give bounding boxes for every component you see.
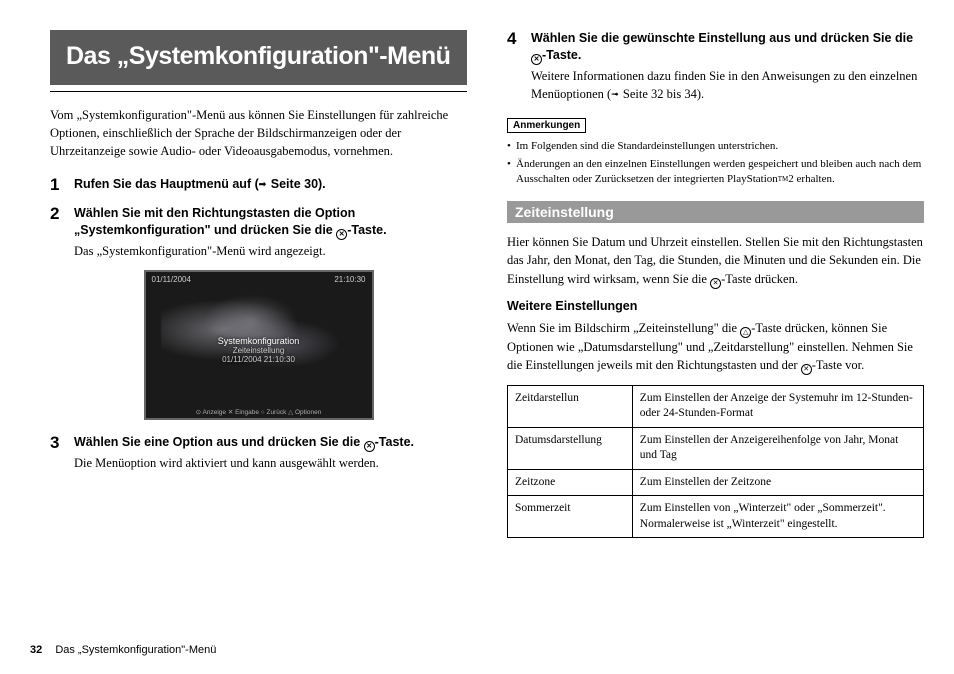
screenshot-label: Systemkonfiguration [218,336,300,346]
note-item: Änderungen an den einzelnen Einstellunge… [507,157,924,188]
step-item: 2 Wählen Sie mit den Richtungstasten die… [50,205,467,260]
tm-symbol: TM [778,175,789,183]
step-number: 2 [50,205,66,260]
section-title: Das „Systemkonfiguration"-Menü [50,30,467,85]
table-cell-key: Zeitdarstellun [508,385,633,427]
subsection-heading: Zeiteinstellung [507,201,924,223]
body-paragraph: Hier können Sie Datum und Uhrzeit einste… [507,233,924,288]
step-title: Wählen Sie eine Option aus und drücken S… [74,434,467,452]
intro-paragraph: Vom „Systemkonfiguration"-Menü aus könne… [50,106,467,160]
x-button-icon: ✕ [336,229,347,240]
step-title: Rufen Sie das Hauptmenü auf (➟ Seite 30)… [74,176,467,193]
step-number: 4 [507,30,523,103]
table-cell-val: Zum Einstellen von „Winterzeit" oder „So… [632,496,923,538]
left-column: Das „Systemkonfiguration"-Menü Vom „Syst… [50,30,467,538]
screenshot-date: 01/11/2004 [152,275,191,284]
screenshot-datetime: 01/11/2004 21:10:30 [222,355,295,364]
note-item: Im Folgenden sind die Standardeinstellun… [507,139,924,154]
screenshot-controls: ⊙ Anzeige ✕ Eingabe ○ Zurück △ Optionen [146,408,372,416]
table-cell-val: Zum Einstellen der Anzeige der Systemuhr… [632,385,923,427]
screenshot-time: 21:10:30 [334,275,365,284]
step-number: 1 [50,176,66,195]
step-item: 4 Wählen Sie die gewünschte Einstellung … [507,30,924,103]
step-description: Das „Systemkonfiguration"-Menü wird ange… [74,242,467,260]
menu-screenshot: 01/11/2004 21:10:30 Systemkonfiguration … [144,270,374,420]
table-row: Zeitzone Zum Einstellen der Zeitzone [508,469,924,496]
step-description: Weitere Informationen dazu finden Sie in… [531,67,924,103]
page-footer: 32 Das „Systemkonfiguration"-Menü [30,644,216,656]
table-cell-key: Datumsdarstellung [508,427,633,469]
notes-label: Anmerkungen [507,118,586,133]
arrow-icon: ➟ [611,88,619,101]
screenshot-sub: Zeiteinstellung [233,346,285,355]
arrow-icon: ➟ [259,178,267,190]
table-row: Sommerzeit Zum Einstellen von „Winterzei… [508,496,924,538]
table-row: Zeitdarstellun Zum Einstellen der Anzeig… [508,385,924,427]
settings-table: Zeitdarstellun Zum Einstellen der Anzeig… [507,385,924,539]
table-cell-val: Zum Einstellen der Anzeigereihenfolge vo… [632,427,923,469]
horizontal-rule [50,91,467,92]
step-title: Wählen Sie mit den Richtungstasten die O… [74,205,467,240]
step-number: 3 [50,434,66,472]
table-cell-key: Sommerzeit [508,496,633,538]
page-number: 32 [30,644,42,656]
step-item: 3 Wählen Sie eine Option aus und drücken… [50,434,467,472]
step-item: 1 Rufen Sie das Hauptmenü auf (➟ Seite 3… [50,176,467,195]
right-column: 4 Wählen Sie die gewünschte Einstellung … [507,30,924,538]
table-row: Datumsdarstellung Zum Einstellen der Anz… [508,427,924,469]
x-button-icon: ✕ [364,441,375,452]
x-button-icon: ✕ [531,54,542,65]
title-text: Das „Systemkonfiguration"-Menü [66,42,451,71]
triangle-button-icon: △ [740,327,751,338]
step-description: Die Menüoption wird aktiviert und kann a… [74,454,467,472]
footer-title: Das „Systemkonfiguration"-Menü [55,644,216,656]
x-button-icon: ✕ [710,278,721,289]
sub-heading: Weitere Einstellungen [507,299,924,313]
notes-block: Anmerkungen Im Folgenden sind die Standa… [507,115,924,187]
x-button-icon: ✕ [801,364,812,375]
body-paragraph: Wenn Sie im Bildschirm „Zeiteinstellung"… [507,319,924,375]
table-cell-key: Zeitzone [508,469,633,496]
step-title: Wählen Sie die gewünschte Einstellung au… [531,30,924,65]
manual-page: Das „Systemkonfiguration"-Menü Vom „Syst… [0,0,954,548]
table-cell-val: Zum Einstellen der Zeitzone [632,469,923,496]
